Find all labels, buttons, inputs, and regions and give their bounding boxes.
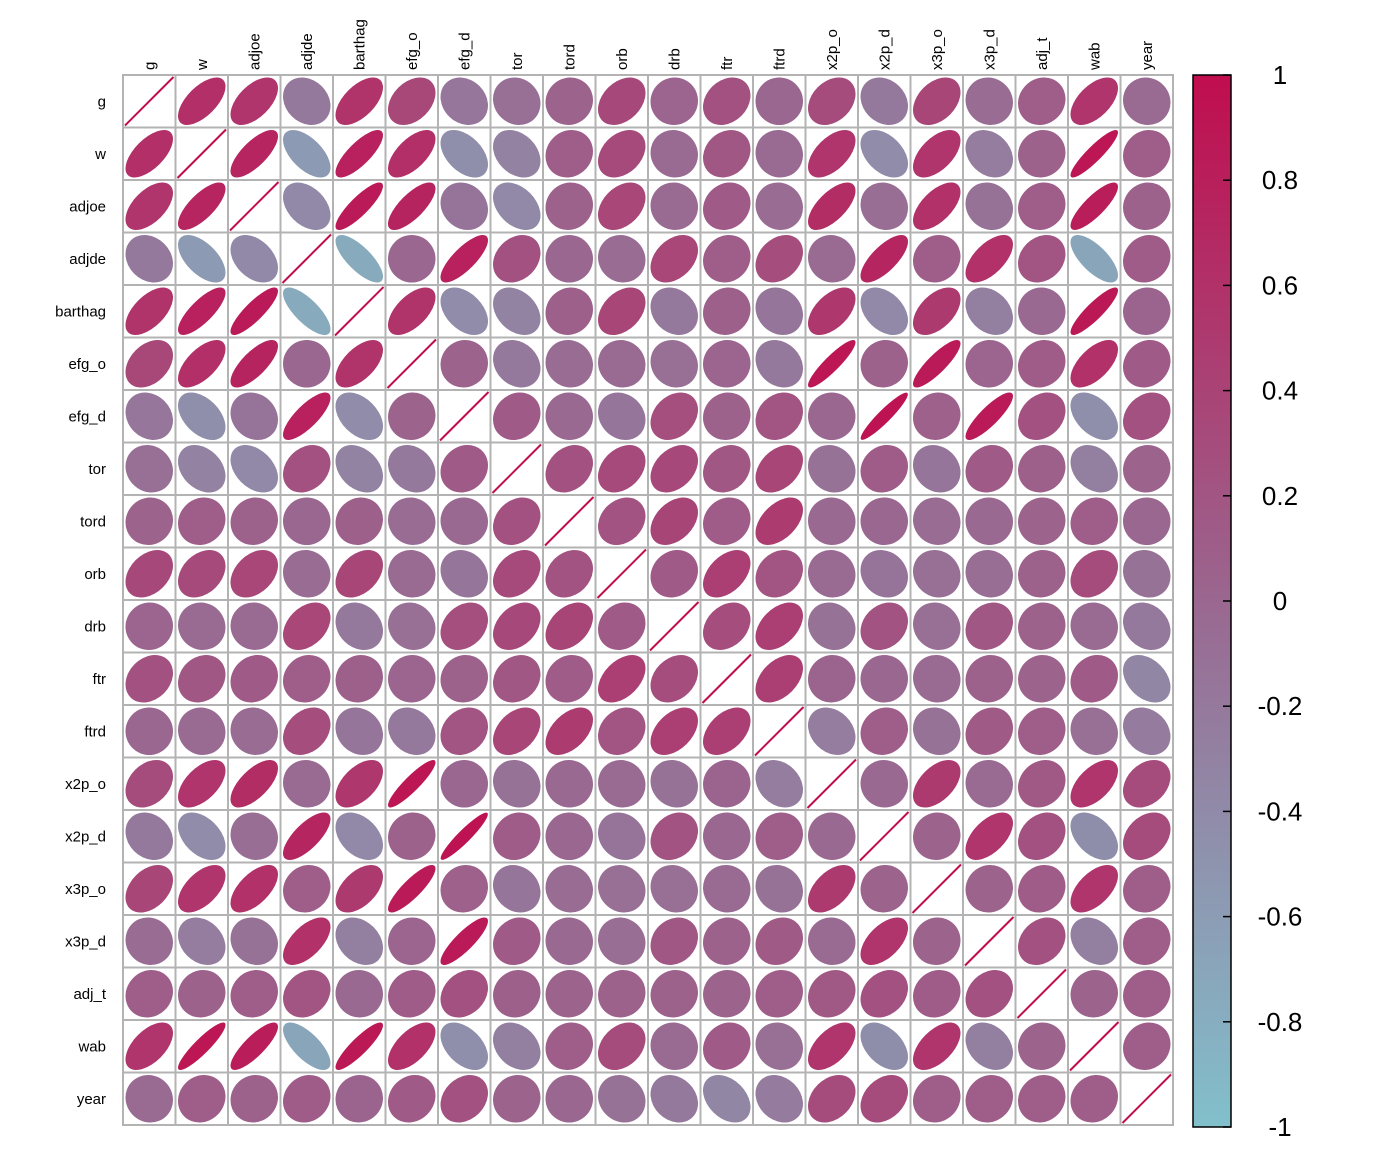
row-label-efg_o: efg_o [68,356,106,373]
row-label-x3p_d: x3p_d [65,933,106,950]
colorbar-tick-label: 0.6 [1262,270,1298,300]
row-label-adjde: adjde [69,251,106,268]
col-label-drb: drb [666,48,683,70]
row-label-adj_t: adj_t [73,986,106,1003]
row-label-efg_d: efg_d [68,408,106,425]
row-label-barthag: barthag [55,303,106,320]
col-label-x2p_o: x2p_o [824,29,841,70]
colorbar-tick-label: 0.2 [1262,481,1298,511]
row-label-ftrd: ftrd [84,723,106,740]
col-label-adjde: adjde [299,33,316,70]
row-label-adjoe: adjoe [69,198,106,215]
col-label-barthag: barthag [351,19,368,70]
row-label-wab: wab [77,1038,106,1055]
row-label-drb: drb [84,618,106,635]
row-labels: g w adjoe adjde barthag efg_o efg_dtor tord orb d… [55,93,107,1108]
col-label-year: year [1139,41,1156,70]
col-label-ftr: ftr [719,57,736,70]
row-label-x2p_d: x2p_d [65,828,106,845]
col-label-orb: orb [614,48,631,70]
colorbar-tick-label: -0.2 [1258,691,1303,721]
col-label-efg_d: efg_d [456,32,473,70]
row-label-w: w [94,146,106,163]
row-label-g: g [98,93,106,110]
row-label-x2p_o: x2p_o [65,776,106,793]
colorbar-tick-label: -1 [1268,1112,1291,1142]
col-label-adj_t: adj_t [1034,37,1051,70]
row-label-orb: orb [84,566,106,583]
col-label-wab: wab [1086,42,1103,71]
col-label-x2p_d: x2p_d [876,29,893,70]
row-label-tor: tor [88,461,106,478]
col-label-w: w [194,59,211,71]
col-label-x3p_o: x3p_o [929,29,946,70]
row-label-ftr: ftr [93,671,106,688]
colorbar-tick-label: 0 [1273,586,1287,616]
cells-layer [116,68,1181,1133]
col-label-efg_o: efg_o [404,32,421,70]
colorbar-tick-label: -0.4 [1258,796,1303,826]
col-label-tord: tord [561,44,578,70]
col-label-adjoe: adjoe [246,33,263,70]
colorbar-tick-label: -0.6 [1258,902,1303,932]
colorbar-tick-label: 1 [1273,60,1287,90]
colorbar-tick-label: 0.8 [1262,165,1298,195]
col-label-ftrd: ftrd [771,48,788,70]
column-labels: g w adjoe adjde barthag efg_o efg_dtor tord orb d… [141,19,1156,71]
col-label-x3p_d: x3p_d [981,29,998,70]
colorbar-tick-label: 0.4 [1262,376,1298,406]
row-label-x3p_o: x3p_o [65,881,106,898]
col-label-tor: tor [509,52,526,70]
row-label-year: year [77,1091,106,1108]
col-label-g: g [141,62,158,70]
colorbar-tick-label: -0.8 [1258,1007,1303,1037]
colorbar-legend: 1 0.8 0.6 0.4 0.2 0 -0.2 -0.4 -0.6 -0.8 -1 [1193,60,1302,1142]
row-label-tord: tord [80,513,106,530]
